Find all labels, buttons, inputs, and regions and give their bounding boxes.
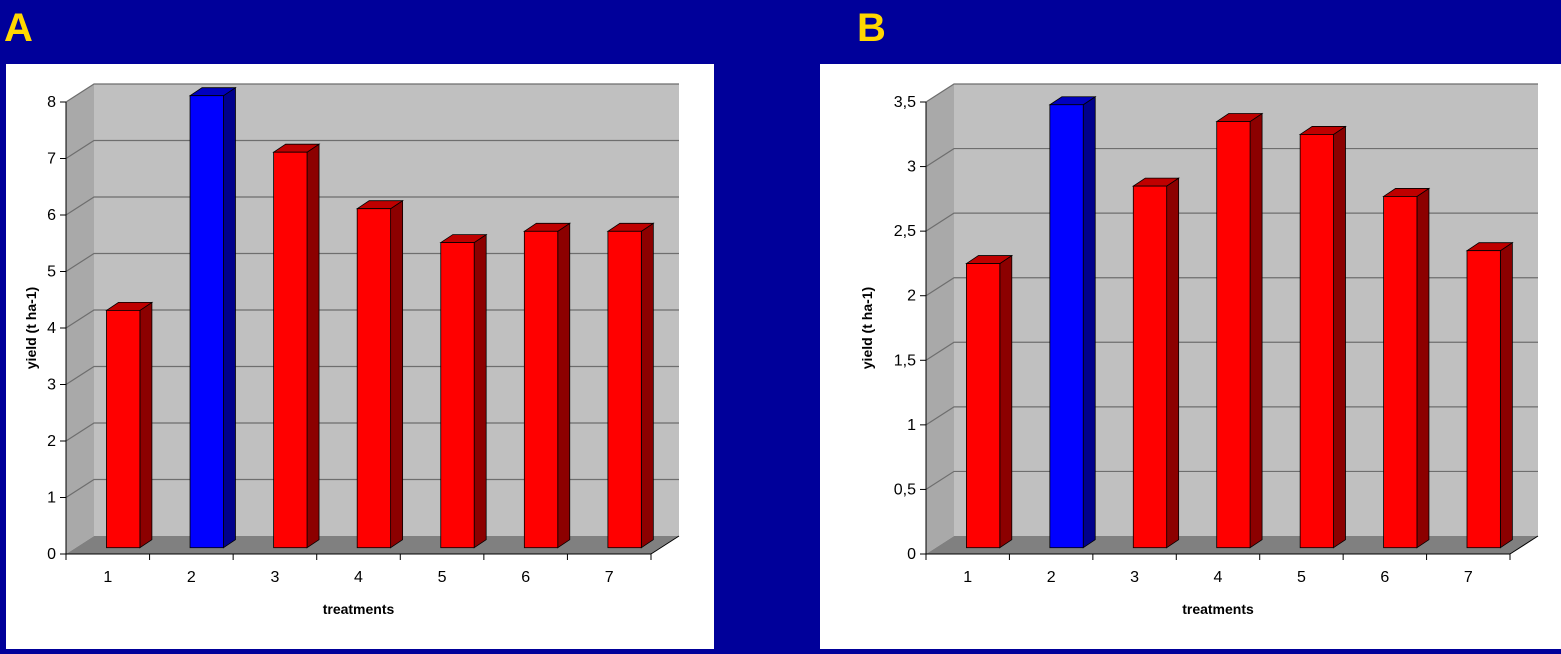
y-tick-label: 2 bbox=[907, 288, 916, 305]
y-tick-label: 1 bbox=[907, 417, 916, 434]
bar-chart-b: 0 0,5 1 1,5 2 2,5 3 3,5 1 2 3 4 5 6 7 treatments yield (… bbox=[859, 83, 1539, 617]
x-tick-label: 2 bbox=[187, 569, 196, 586]
y-tick-label: 4 bbox=[47, 320, 56, 337]
bar-front bbox=[440, 242, 475, 549]
x-tick-label: 1 bbox=[103, 569, 112, 586]
bar-front bbox=[1299, 134, 1334, 549]
bar-side bbox=[1416, 187, 1430, 549]
bar-front bbox=[607, 230, 642, 549]
x-tick-label: 4 bbox=[354, 569, 363, 586]
bar-front bbox=[1216, 121, 1251, 549]
bar bbox=[1298, 125, 1347, 549]
bar-side bbox=[640, 222, 654, 549]
y-tick-label: 7 bbox=[47, 151, 56, 168]
floor-edge bbox=[650, 535, 680, 555]
bar-side bbox=[1249, 112, 1263, 549]
plot-side-wall bbox=[926, 84, 954, 554]
chart-panel-a: 0 1 2 3 4 5 6 7 8 1 2 3 4 5 6 7 treatments yield (t ha-1) bbox=[6, 64, 714, 649]
bar bbox=[1048, 95, 1097, 549]
bar-side bbox=[999, 254, 1013, 549]
panel-label-a: A bbox=[4, 6, 33, 50]
y-tick-label: 5 bbox=[47, 264, 56, 281]
y-tick-label: 3,5 bbox=[894, 94, 916, 111]
bar-side bbox=[1499, 241, 1513, 549]
bar-front bbox=[1049, 104, 1084, 549]
gridline bbox=[65, 83, 679, 103]
x-tick-label: 3 bbox=[270, 569, 279, 586]
y-tick-label: 1 bbox=[47, 490, 56, 507]
gridline bbox=[65, 139, 679, 160]
x-tick-label: 7 bbox=[605, 569, 614, 586]
x-axis-title: treatments bbox=[1182, 601, 1254, 617]
y-axis-title: yield (t ha-1) bbox=[23, 287, 39, 369]
bar bbox=[105, 301, 154, 549]
bar-front bbox=[189, 95, 224, 549]
y-tick-label: 2,5 bbox=[894, 223, 916, 240]
bar-side bbox=[223, 86, 236, 549]
bar bbox=[439, 233, 488, 549]
bar-side bbox=[390, 199, 404, 549]
x-tick-label: 5 bbox=[438, 569, 447, 586]
bar bbox=[188, 86, 237, 549]
bar-chart-a: 0 1 2 3 4 5 6 7 8 1 2 3 4 5 6 7 treatments yield (t ha-1) bbox=[23, 83, 680, 617]
bar-front bbox=[1132, 185, 1168, 549]
bar bbox=[355, 199, 404, 549]
bar-front bbox=[106, 309, 141, 549]
panel-label-b: B bbox=[857, 6, 886, 50]
y-tick-label: 1,5 bbox=[894, 352, 916, 369]
bar bbox=[1131, 177, 1180, 549]
bar-side bbox=[1166, 177, 1180, 549]
x-tick-label: 7 bbox=[1464, 569, 1473, 586]
y-tick-label: 2 bbox=[47, 433, 56, 450]
bar-front bbox=[1466, 250, 1501, 549]
bar-side bbox=[1333, 125, 1346, 549]
x-tick-label: 2 bbox=[1047, 569, 1056, 586]
bar-front bbox=[966, 263, 1001, 549]
floor-edge bbox=[1509, 535, 1539, 555]
bar-side bbox=[306, 143, 320, 549]
bar-front bbox=[356, 208, 392, 549]
y-tick-label: 3 bbox=[47, 377, 56, 394]
y-axis-title: yield (t ha-1) bbox=[859, 287, 875, 369]
bar bbox=[1215, 112, 1264, 549]
bar-side bbox=[473, 233, 487, 549]
y-tick-label: 0,5 bbox=[894, 481, 916, 498]
gridline bbox=[65, 196, 679, 216]
y-tick-label: 3 bbox=[907, 159, 916, 176]
bar-front bbox=[273, 151, 308, 549]
bar bbox=[606, 222, 655, 549]
gridline bbox=[925, 83, 1538, 103]
y-tick-label: 8 bbox=[47, 94, 56, 111]
bar bbox=[1382, 187, 1431, 549]
bar-front bbox=[523, 230, 559, 549]
bar-side bbox=[557, 222, 571, 549]
x-tick-label: 5 bbox=[1297, 569, 1306, 586]
x-tick-label: 3 bbox=[1130, 569, 1139, 586]
x-tick-label: 6 bbox=[1380, 569, 1389, 586]
x-tick-label: 4 bbox=[1214, 569, 1223, 586]
chart-panel-b: 0 0,5 1 1,5 2 2,5 3 3,5 1 2 3 4 5 6 7 treatments yield (… bbox=[820, 64, 1561, 649]
x-axis-title: treatments bbox=[323, 601, 395, 617]
bar bbox=[523, 222, 572, 549]
y-tick-label: 0 bbox=[907, 546, 916, 563]
bar bbox=[1465, 241, 1514, 549]
bar-side bbox=[139, 301, 153, 549]
y-tick-label: 0 bbox=[47, 546, 56, 563]
bar bbox=[272, 143, 321, 549]
x-tick-label: 1 bbox=[963, 569, 972, 586]
bar-front bbox=[1383, 196, 1418, 549]
bar-side bbox=[1082, 95, 1096, 549]
y-tick-label: 6 bbox=[47, 207, 56, 224]
x-tick-label: 6 bbox=[521, 569, 530, 586]
bar bbox=[965, 254, 1014, 549]
